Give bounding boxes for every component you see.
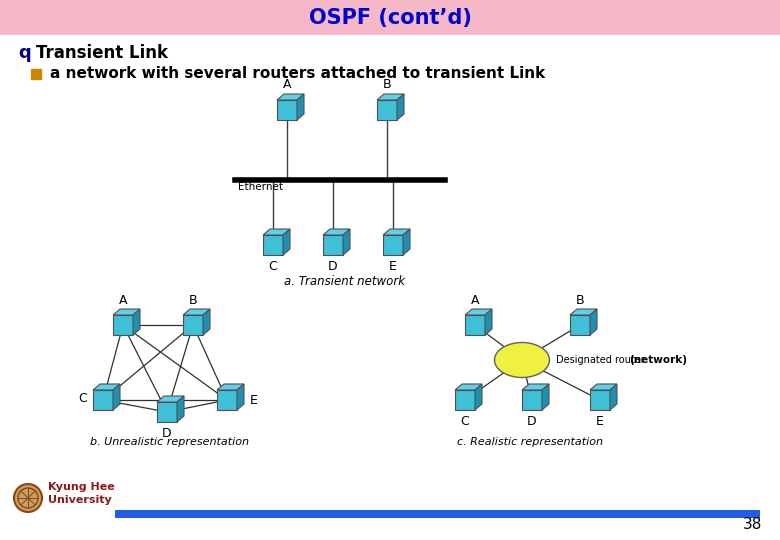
Text: OSPF (cont’d): OSPF (cont’d) xyxy=(309,8,471,28)
Polygon shape xyxy=(383,229,410,235)
FancyBboxPatch shape xyxy=(377,100,397,120)
FancyBboxPatch shape xyxy=(323,235,343,255)
Text: E: E xyxy=(250,394,258,407)
Ellipse shape xyxy=(495,342,549,377)
Bar xyxy=(0,0,780,35)
Polygon shape xyxy=(485,309,492,335)
Circle shape xyxy=(14,484,42,512)
FancyBboxPatch shape xyxy=(263,235,283,255)
Text: E: E xyxy=(389,260,397,273)
Polygon shape xyxy=(590,384,617,390)
Polygon shape xyxy=(113,309,140,315)
FancyBboxPatch shape xyxy=(455,390,475,410)
Text: Designated router: Designated router xyxy=(556,355,645,365)
Polygon shape xyxy=(297,94,304,120)
Text: A: A xyxy=(119,294,127,307)
Text: A: A xyxy=(282,78,291,91)
Polygon shape xyxy=(610,384,617,410)
Text: B: B xyxy=(383,78,392,91)
Polygon shape xyxy=(455,384,482,390)
Polygon shape xyxy=(113,384,120,410)
Text: C: C xyxy=(268,260,278,273)
Polygon shape xyxy=(475,384,482,410)
Text: D: D xyxy=(162,427,172,440)
FancyBboxPatch shape xyxy=(522,390,542,410)
Polygon shape xyxy=(397,94,404,120)
Polygon shape xyxy=(217,384,244,390)
Polygon shape xyxy=(377,94,404,100)
FancyBboxPatch shape xyxy=(183,315,203,335)
FancyBboxPatch shape xyxy=(157,402,177,422)
Polygon shape xyxy=(133,309,140,335)
Bar xyxy=(115,510,760,518)
Text: B: B xyxy=(576,294,584,307)
Polygon shape xyxy=(93,384,120,390)
FancyBboxPatch shape xyxy=(277,100,297,120)
FancyBboxPatch shape xyxy=(93,390,113,410)
Polygon shape xyxy=(403,229,410,255)
Polygon shape xyxy=(203,309,210,335)
Text: Kyung Hee: Kyung Hee xyxy=(48,482,115,492)
Polygon shape xyxy=(237,384,244,410)
Polygon shape xyxy=(183,309,210,315)
Text: C: C xyxy=(461,415,470,428)
FancyBboxPatch shape xyxy=(590,390,610,410)
Polygon shape xyxy=(263,229,290,235)
Text: B: B xyxy=(189,294,197,307)
Text: E: E xyxy=(596,415,604,428)
Text: C: C xyxy=(78,392,87,404)
Polygon shape xyxy=(277,94,304,100)
Text: (network): (network) xyxy=(629,355,687,365)
Text: A: A xyxy=(471,294,479,307)
Polygon shape xyxy=(522,384,549,390)
FancyBboxPatch shape xyxy=(217,390,237,410)
Text: D: D xyxy=(328,260,338,273)
Text: D: D xyxy=(527,415,537,428)
Text: q: q xyxy=(18,44,30,62)
Polygon shape xyxy=(177,396,184,422)
Text: a network with several routers attached to transient Link: a network with several routers attached … xyxy=(50,66,545,82)
Polygon shape xyxy=(465,309,492,315)
Polygon shape xyxy=(343,229,350,255)
Polygon shape xyxy=(157,396,184,402)
Polygon shape xyxy=(542,384,549,410)
FancyBboxPatch shape xyxy=(383,235,403,255)
Polygon shape xyxy=(570,309,597,315)
Text: University: University xyxy=(48,495,112,505)
Text: Ethernet: Ethernet xyxy=(238,182,283,192)
FancyBboxPatch shape xyxy=(570,315,590,335)
Polygon shape xyxy=(590,309,597,335)
Polygon shape xyxy=(283,229,290,255)
FancyBboxPatch shape xyxy=(465,315,485,335)
Text: b. Unrealistic representation: b. Unrealistic representation xyxy=(90,437,250,447)
Text: a. Transient network: a. Transient network xyxy=(285,275,406,288)
Text: 38: 38 xyxy=(743,517,762,532)
Text: c. Realistic representation: c. Realistic representation xyxy=(457,437,603,447)
Polygon shape xyxy=(323,229,350,235)
Text: Transient Link: Transient Link xyxy=(36,44,168,62)
FancyBboxPatch shape xyxy=(113,315,133,335)
